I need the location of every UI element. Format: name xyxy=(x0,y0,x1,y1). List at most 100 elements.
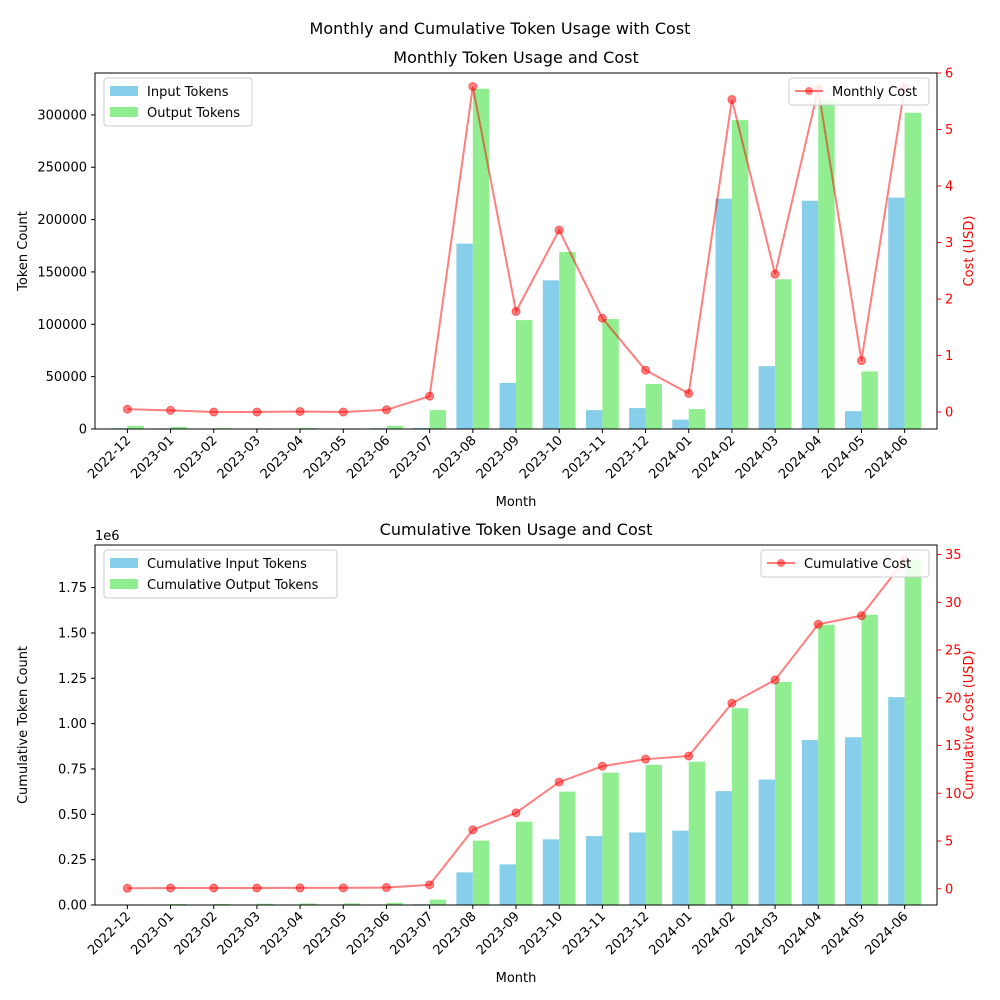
x-tick-label: 2023-03 xyxy=(215,433,264,482)
cost-point xyxy=(597,313,607,323)
x-tick-label: 2024-04 xyxy=(776,433,825,482)
x-tick-label: 2023-04 xyxy=(258,433,307,482)
x-tick-label: 2023-07 xyxy=(387,433,436,482)
y-axis-label: Cumulative Token Count xyxy=(16,646,31,804)
bar-input xyxy=(629,832,646,905)
y-tick-label: 0.50 xyxy=(58,808,87,823)
x-tick-label: 2024-05 xyxy=(819,433,868,482)
chart-title: Cumulative Token Usage and Cost xyxy=(380,520,653,539)
cost-point xyxy=(813,619,823,629)
bar-output xyxy=(386,425,403,429)
bar-input xyxy=(585,410,603,429)
y2-tick-label: 35 xyxy=(945,548,962,563)
bar-input xyxy=(542,839,560,905)
cost-point xyxy=(381,883,391,893)
cost-point xyxy=(597,761,607,771)
bar-output xyxy=(170,426,187,429)
x-tick-label: 2024-03 xyxy=(733,433,782,482)
y-tick-label: 100000 xyxy=(37,318,87,333)
legend-label: Cumulative Output Tokens xyxy=(147,578,319,593)
y-tick-label: 250000 xyxy=(37,161,87,176)
figure-title: Monthly and Cumulative Token Usage with … xyxy=(310,19,691,38)
x-axis-label: Month xyxy=(496,495,537,510)
cost-point xyxy=(122,404,132,414)
cost-point xyxy=(770,675,780,685)
x-tick-label: 2024-06 xyxy=(862,909,911,958)
monthly-chart: Monthly Token Usage and Cost 0 50000 100000… xyxy=(16,48,977,510)
bar-output xyxy=(386,902,403,905)
bar-output xyxy=(861,371,878,429)
cost-point xyxy=(684,388,694,398)
y2-tick-label: 30 xyxy=(945,596,962,611)
x-tick-label: 2023-09 xyxy=(474,909,523,958)
y2-tick-label: 3 xyxy=(945,236,953,251)
y2-axis-label: Cumulative Cost (USD) xyxy=(962,650,977,799)
y2-tick-label: 25 xyxy=(945,644,962,659)
bar-output xyxy=(343,903,360,905)
cost-point xyxy=(727,95,737,105)
bar-input xyxy=(672,830,689,905)
x-tick-label: 2024-06 xyxy=(862,433,911,482)
bar-output xyxy=(559,791,576,905)
bar-input xyxy=(888,197,905,429)
cost-point xyxy=(166,405,176,415)
legend-box xyxy=(788,77,930,106)
x-tick-label: 2023-10 xyxy=(517,909,566,958)
bar-output xyxy=(429,899,447,905)
bar-output xyxy=(256,903,274,905)
bar-output xyxy=(472,88,490,430)
bar-output xyxy=(688,409,706,429)
y-tick-label: 0 xyxy=(79,423,87,438)
x-tick-label: 2023-08 xyxy=(431,909,480,958)
bar-input xyxy=(499,382,516,429)
cost-point xyxy=(166,883,176,893)
cost-point xyxy=(425,880,435,890)
y2-tick-label: 4 xyxy=(945,180,953,195)
x-tick-label: 2024-05 xyxy=(819,909,868,958)
x-tick-label: 2023-05 xyxy=(301,909,350,958)
bar-output xyxy=(645,383,662,429)
x-tick-label: 2023-01 xyxy=(128,433,177,482)
legend-marker xyxy=(805,87,813,95)
legend-label: Output Tokens xyxy=(147,106,240,121)
x-tick-label: 2024-02 xyxy=(690,909,739,958)
bar-input xyxy=(715,198,732,429)
legend-swatch xyxy=(110,107,138,117)
bar-input xyxy=(413,427,430,429)
y2-tick-label: 6 xyxy=(945,67,953,82)
bar-output xyxy=(688,761,706,905)
bar-output xyxy=(127,425,144,429)
y-tick-label: 1.25 xyxy=(58,672,87,687)
bar-output xyxy=(516,320,533,429)
y2-tick-label: 20 xyxy=(945,691,962,706)
y-axis-label: Token Count xyxy=(16,211,31,292)
bar-input xyxy=(456,243,473,429)
cost-point xyxy=(338,883,348,893)
y-tick-label: 0.00 xyxy=(58,899,87,914)
legend-box xyxy=(103,77,253,127)
legend-cost: Monthly Cost xyxy=(788,77,930,106)
bar-output xyxy=(731,708,749,905)
x-tick-label: 2023-09 xyxy=(474,433,523,482)
y2-tick-label: 0 xyxy=(945,406,953,421)
cost-point xyxy=(641,754,651,764)
cost-point xyxy=(468,825,478,835)
bar-input xyxy=(845,737,862,905)
legend-swatch xyxy=(110,86,138,96)
cost-point xyxy=(727,698,737,708)
bar-output xyxy=(472,840,490,905)
cost-point xyxy=(295,406,305,416)
cost-point xyxy=(209,883,219,893)
bar-input xyxy=(801,739,819,905)
cost-point xyxy=(252,407,262,417)
bar-output xyxy=(300,903,317,905)
cost-point xyxy=(122,883,132,893)
bar-input xyxy=(888,697,905,905)
bar-output xyxy=(904,112,922,429)
x-tick-label: 2023-01 xyxy=(128,909,177,958)
legend-marker xyxy=(777,559,785,567)
cost-point xyxy=(468,82,478,92)
bar-input xyxy=(499,864,516,905)
y2-tick-label: 5 xyxy=(945,123,953,138)
cumulative-chart: Cumulative Token Usage and Cost 0.00 0.25 0… xyxy=(16,520,977,986)
